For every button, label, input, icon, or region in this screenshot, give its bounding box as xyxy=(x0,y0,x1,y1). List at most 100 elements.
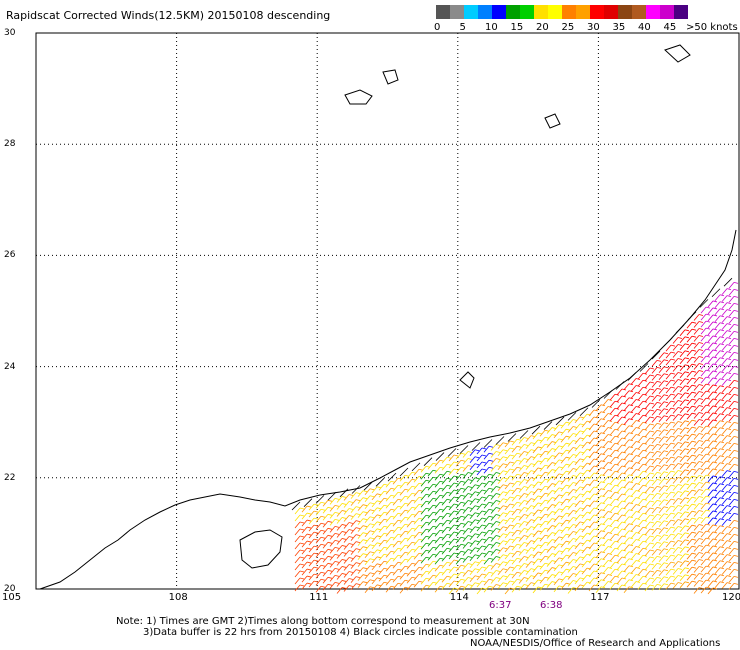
wind-barb xyxy=(406,479,413,486)
wind-barb xyxy=(511,508,518,516)
wind-barb xyxy=(490,528,497,535)
wind-barb xyxy=(588,479,595,487)
wind-barb-tick xyxy=(530,533,536,536)
wind-barb xyxy=(469,575,476,583)
wind-barb xyxy=(644,479,651,487)
wind-barb-tick xyxy=(691,440,697,443)
island-hainan xyxy=(239,529,283,569)
wind-barb xyxy=(665,575,672,583)
wind-barb xyxy=(392,485,399,492)
wind-barb-tick xyxy=(733,338,739,340)
colorbar-label: 20 xyxy=(536,22,549,33)
wind-barb xyxy=(371,535,378,543)
wind-barb xyxy=(644,556,651,564)
wind-barb-tick xyxy=(334,525,340,528)
wind-barb xyxy=(301,547,308,555)
wind-barb-tick xyxy=(670,435,676,438)
wind-barb-tick xyxy=(677,393,683,395)
wind-barb xyxy=(714,483,721,491)
colorbar-swatch xyxy=(464,5,478,19)
wind-barb-tick xyxy=(530,498,536,501)
wind-barb-tick xyxy=(334,532,340,535)
wind-barb xyxy=(497,498,504,506)
coastal-barb xyxy=(483,439,493,448)
wind-barb-tick xyxy=(516,543,522,546)
wind-barb xyxy=(595,495,602,503)
wind-barb-tick xyxy=(467,451,473,453)
wind-barb xyxy=(700,488,707,496)
wind-barb xyxy=(588,465,595,473)
wind-barb-tick xyxy=(551,518,557,520)
wind-barb xyxy=(301,519,308,527)
wind-barb-tick xyxy=(663,422,669,425)
wind-barb-tick xyxy=(684,329,690,332)
wind-barb-tick xyxy=(481,461,487,464)
wind-barb-tick xyxy=(698,475,704,477)
wind-barb xyxy=(658,352,665,359)
wind-barb-tick xyxy=(348,585,354,587)
wind-barb xyxy=(693,363,700,370)
wind-barb-tick xyxy=(544,492,550,495)
wind-barb xyxy=(714,469,721,477)
wind-barb xyxy=(721,442,728,449)
wind-barb xyxy=(483,466,490,474)
wind-barb xyxy=(294,528,301,536)
wind-barb xyxy=(679,336,686,344)
wind-barb-tick xyxy=(726,344,732,346)
wind-barb xyxy=(658,422,665,429)
wind-barb xyxy=(553,494,560,502)
wind-barb-tick xyxy=(362,525,368,528)
wind-barb xyxy=(651,430,658,437)
wind-barb-tick xyxy=(726,435,732,437)
wind-barb xyxy=(693,349,700,356)
wind-barb xyxy=(336,580,343,587)
wind-barb xyxy=(490,542,497,549)
wind-barb xyxy=(651,437,658,444)
wind-barb xyxy=(602,434,609,441)
wind-barb-tick xyxy=(719,497,725,500)
wind-barb-tick xyxy=(313,566,319,569)
wind-barb-tick xyxy=(369,530,375,533)
wind-barb xyxy=(420,473,427,480)
wind-barb-tick xyxy=(467,556,473,558)
wind-barb xyxy=(448,552,455,560)
wind-barb-tick xyxy=(579,465,585,468)
wind-barb xyxy=(651,367,658,374)
wind-barb xyxy=(567,545,574,552)
wind-barb xyxy=(350,499,357,506)
wind-barb xyxy=(497,463,504,471)
wind-barb xyxy=(560,540,567,548)
wind-barb xyxy=(679,350,686,358)
wind-barb xyxy=(609,519,616,527)
wind-barb xyxy=(574,451,581,459)
wind-barb xyxy=(721,428,728,435)
wind-barb xyxy=(392,499,399,506)
wind-barb-tick xyxy=(698,335,704,337)
wind-barb-tick xyxy=(677,365,683,367)
wind-barb-tick xyxy=(453,475,459,478)
wind-barb xyxy=(567,503,574,510)
wind-barb xyxy=(567,559,574,566)
wind-barb xyxy=(714,511,721,519)
wind-barb xyxy=(525,477,532,484)
wind-barb xyxy=(546,560,553,567)
wind-barb xyxy=(336,566,343,573)
wind-barb-tick xyxy=(509,559,515,562)
wind-barb-tick xyxy=(670,470,676,473)
wind-barb xyxy=(294,507,301,515)
wind-barb xyxy=(434,460,441,467)
wind-barb xyxy=(728,352,735,359)
wind-barb-tick xyxy=(649,528,655,531)
wind-barb xyxy=(728,394,735,401)
wind-barb xyxy=(448,573,455,581)
wind-barb xyxy=(672,407,679,414)
wind-barb-tick xyxy=(327,548,333,551)
wind-barb-tick xyxy=(348,508,354,510)
wind-barb xyxy=(504,566,511,574)
wind-barb xyxy=(574,535,581,543)
wind-barb xyxy=(728,541,735,548)
wind-barb xyxy=(714,357,721,365)
wind-barb xyxy=(308,573,315,581)
wind-barb-tick xyxy=(663,429,669,432)
wind-barb-tick xyxy=(502,526,508,529)
